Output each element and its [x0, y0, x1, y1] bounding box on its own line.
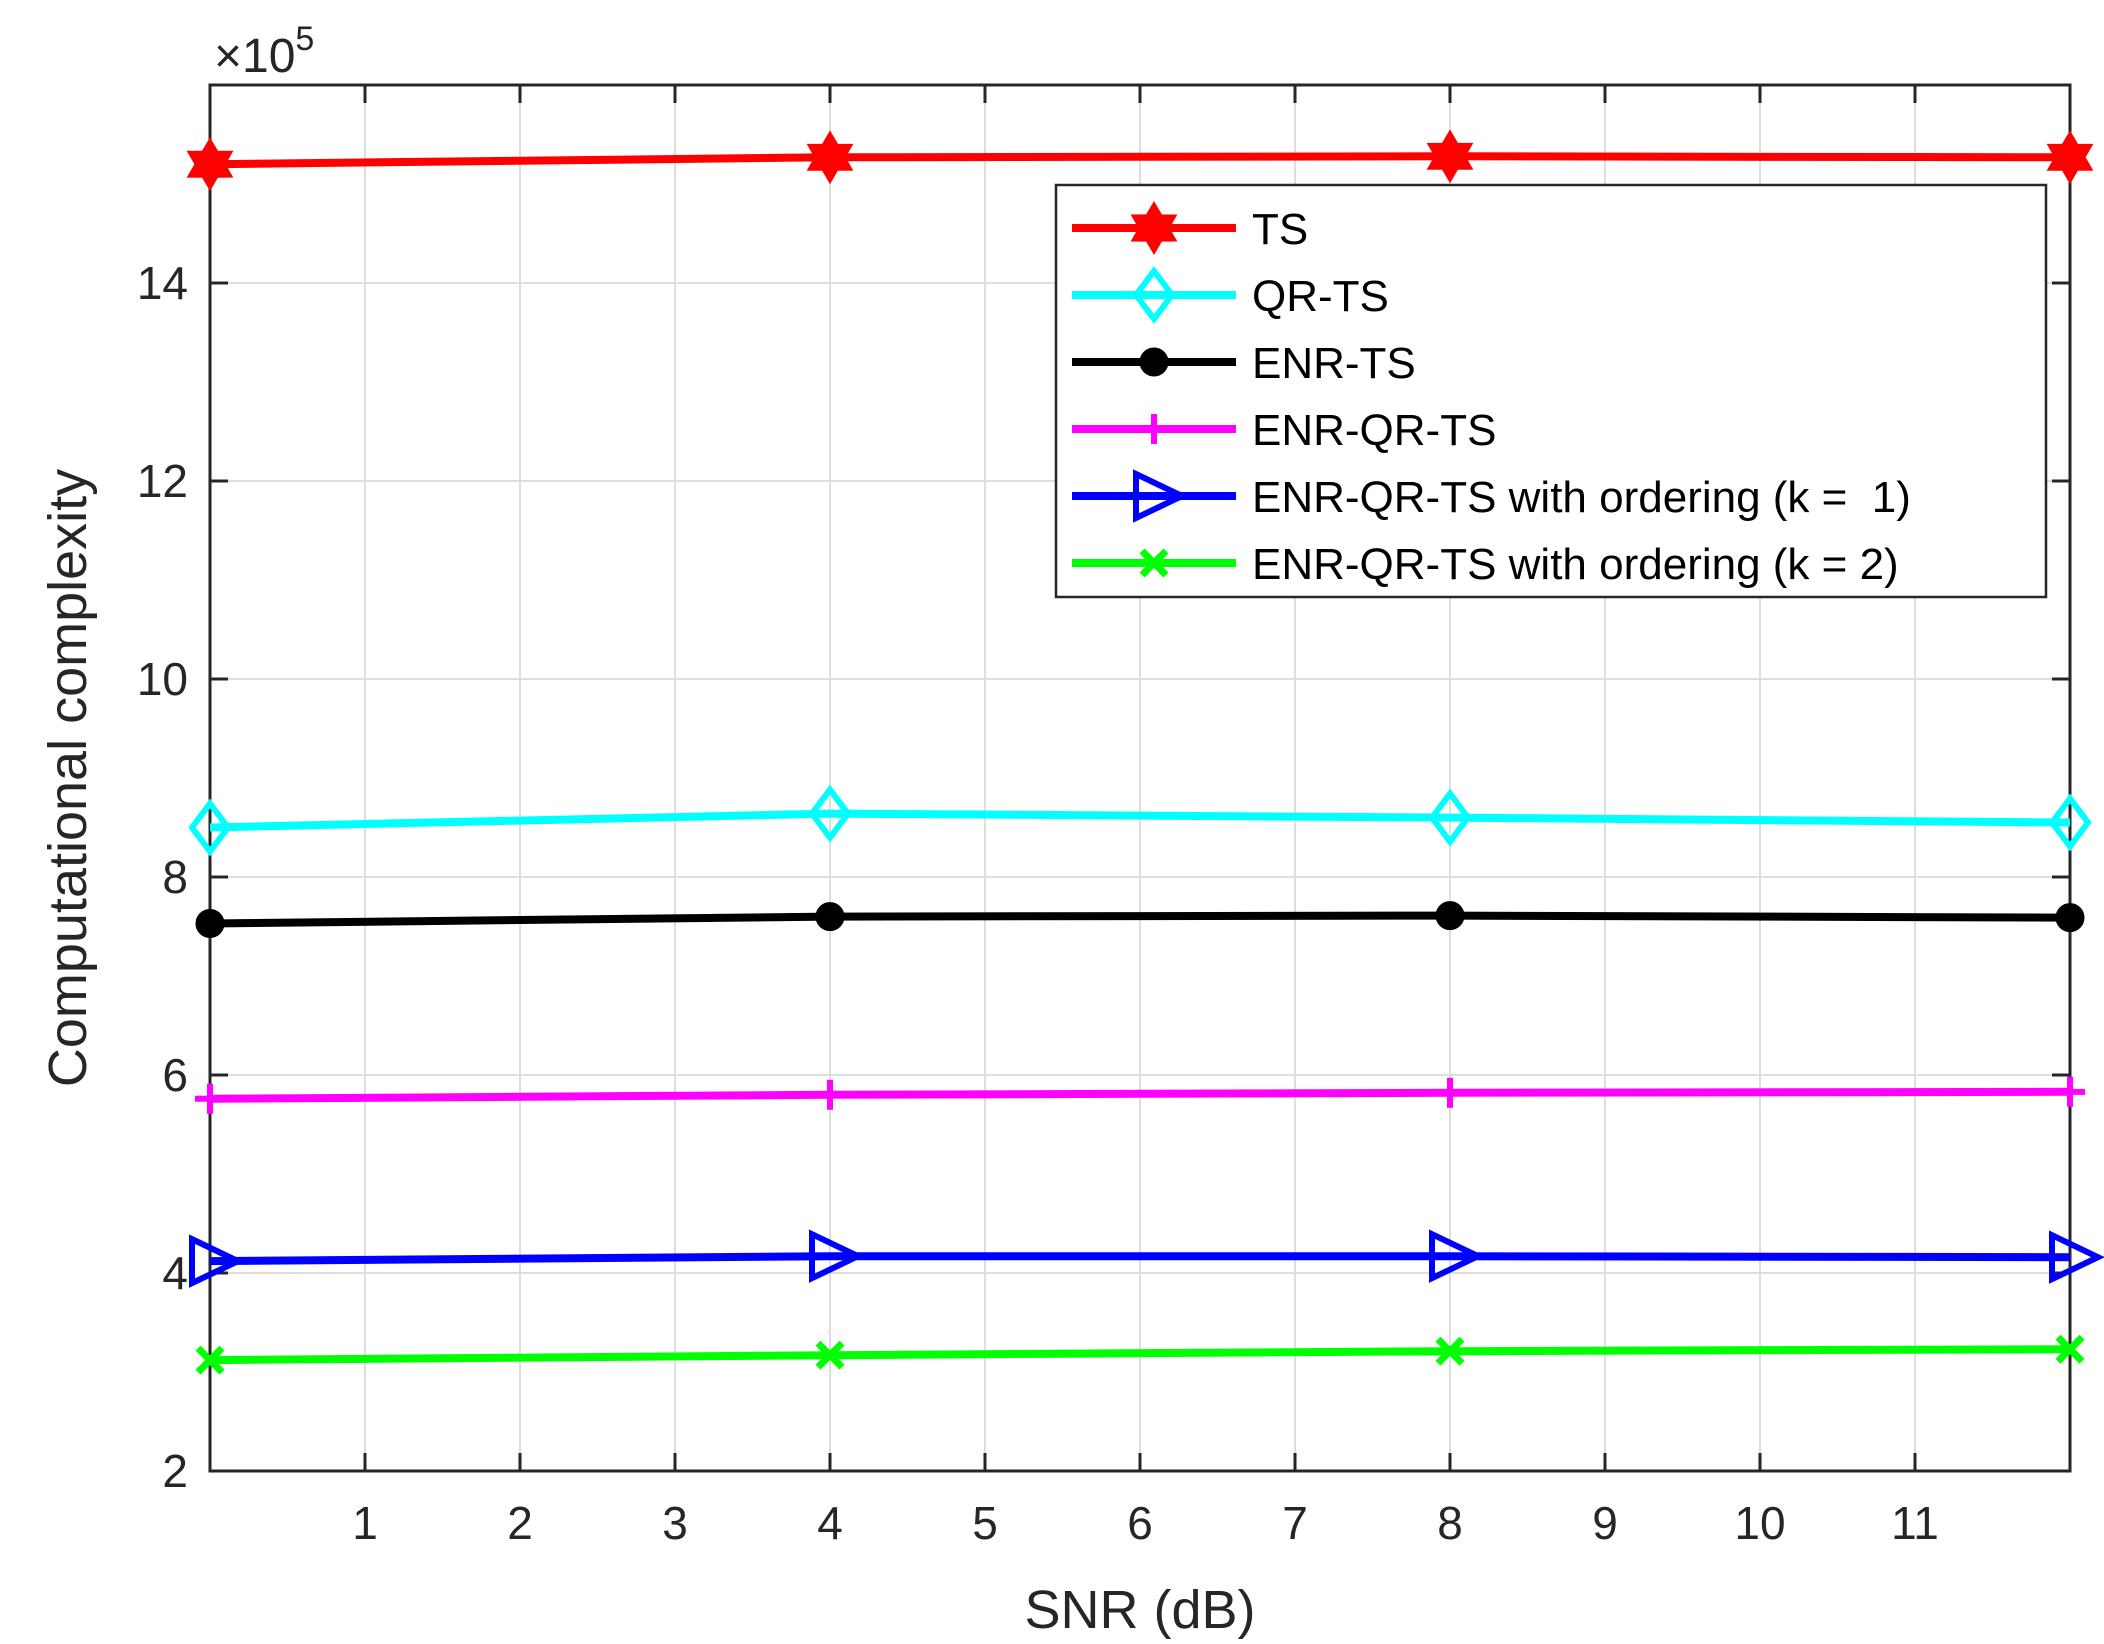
data-point	[809, 1229, 865, 1283]
y-tick-label: 14	[137, 257, 188, 309]
data-point	[2048, 793, 2092, 852]
series-enr-qr-ts-with-ordering-k-1	[189, 1229, 2104, 1288]
series-line	[209, 152, 2071, 169]
data-point	[1435, 1077, 1465, 1108]
legend-box	[1054, 183, 2048, 599]
y-exponent-power: 5	[295, 20, 314, 58]
legend-label: TS	[1252, 205, 1308, 254]
marker-x-b	[1435, 1336, 1465, 1366]
data-point	[2055, 903, 2085, 933]
x-axis-label: SNR (dB)	[1024, 1580, 1255, 1640]
x-tick-label: 6	[1127, 1497, 1153, 1549]
y-tick-label: 2	[162, 1445, 188, 1497]
data-point	[2055, 1076, 2085, 1107]
legend-items: TS QR-TS ENR-TS ENR-QR-TS ENR-QR-TS with ord…	[1072, 201, 1911, 589]
data-point	[1435, 901, 1465, 931]
series-line	[209, 1345, 2071, 1365]
legend-swatch-marker	[1139, 414, 1169, 444]
x-tick-label: 4	[817, 1497, 843, 1549]
legend-label: ENR-TS	[1252, 339, 1416, 388]
y-tick-label: 4	[162, 1247, 188, 1299]
series-enr-ts	[195, 901, 2085, 939]
data-point	[1428, 788, 1472, 847]
data-point	[1426, 129, 1474, 184]
legend-item: ENR-QR-TS with ordering (k = 2)	[1072, 540, 1899, 589]
data-point	[2046, 130, 2094, 185]
legend-label: ENR-QR-TS with ordering (k = 2)	[1252, 540, 1899, 589]
x-tick-label: 8	[1437, 1497, 1463, 1549]
data-point	[195, 1083, 225, 1114]
data-point	[195, 909, 225, 939]
data-point	[806, 130, 854, 185]
series-enr-qr-ts	[195, 1076, 2085, 1114]
series-line	[209, 911, 2071, 928]
series-qr-ts	[188, 784, 2092, 857]
legend-label: QR-TS	[1252, 272, 1389, 321]
legend-swatch-marker	[1132, 266, 1176, 324]
y-tick-label: 10	[137, 653, 188, 705]
series-group	[186, 129, 2104, 1375]
data-point	[189, 1234, 245, 1288]
x-tick-label: 5	[972, 1497, 998, 1549]
series-enr-qr-ts-with-ordering-k-2	[195, 1334, 2085, 1375]
data-point	[2049, 1230, 2104, 1284]
legend-item: QR-TS	[1072, 266, 1389, 324]
y-tick-label: 6	[162, 1049, 188, 1101]
legend-item: ENR-QR-TS with ordering (k = 1)	[1072, 469, 1911, 523]
legend-label: ENR-QR-TS	[1252, 406, 1496, 455]
y-exponent-base: ×10	[214, 30, 295, 83]
series-ts	[186, 129, 2094, 192]
legend: TS QR-TS ENR-TS ENR-QR-TS ENR-QR-TS with ord…	[1054, 183, 2048, 599]
legend-swatch-marker	[1139, 548, 1169, 578]
y-tick-label: 8	[162, 851, 188, 903]
legend-swatch-marker	[1139, 347, 1169, 377]
data-point	[815, 902, 845, 932]
data-point	[188, 798, 232, 857]
series-line	[209, 809, 2071, 832]
data-point	[815, 1340, 845, 1370]
y-axis-label: Computational complexity	[38, 469, 98, 1087]
x-tick-label: 2	[507, 1497, 533, 1549]
legend-item: ENR-TS	[1072, 339, 1416, 388]
y-axis-exponent: ×105	[214, 20, 314, 83]
data-point	[808, 784, 852, 843]
marker-x-b	[1139, 548, 1169, 578]
legend-label: ENR-QR-TS with ordering (k = 1)	[1252, 473, 1911, 522]
x-tick-label: 11	[1891, 1497, 1939, 1549]
legend-swatch-marker	[1130, 201, 1178, 255]
legend-item: ENR-QR-TS	[1072, 406, 1496, 455]
series-line	[209, 1252, 2071, 1266]
data-point	[2055, 1334, 2085, 1364]
marker-x-b	[815, 1340, 845, 1370]
data-point	[1435, 1336, 1465, 1366]
x-tick-label: 9	[1592, 1497, 1618, 1549]
x-tick-label: 7	[1282, 1497, 1308, 1549]
marker-x-b	[2055, 1334, 2085, 1364]
legend-item: TS	[1072, 201, 1308, 255]
data-point	[195, 1345, 225, 1375]
series-line	[209, 1087, 2071, 1103]
data-point	[186, 137, 234, 192]
marker-x-b	[195, 1345, 225, 1375]
legend-swatch-marker	[1133, 469, 1189, 523]
x-tick-label: 3	[662, 1497, 688, 1549]
x-tick-label: 10	[1734, 1497, 1785, 1549]
data-point	[815, 1079, 845, 1110]
x-tick-label: 1	[352, 1497, 378, 1549]
y-tick-label: 12	[137, 455, 188, 507]
data-point	[1429, 1229, 1485, 1283]
